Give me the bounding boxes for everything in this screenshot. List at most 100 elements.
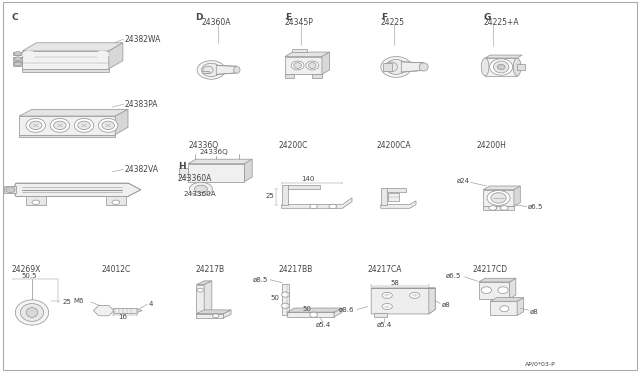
Ellipse shape xyxy=(202,63,221,77)
Polygon shape xyxy=(517,64,525,70)
Text: 24225: 24225 xyxy=(381,18,404,27)
Text: ø8.6: ø8.6 xyxy=(339,307,355,313)
Polygon shape xyxy=(282,185,288,205)
Text: 16: 16 xyxy=(118,314,127,320)
Text: 24382VA: 24382VA xyxy=(125,165,159,174)
Polygon shape xyxy=(479,282,509,299)
Text: C: C xyxy=(12,13,18,22)
Polygon shape xyxy=(334,308,342,317)
Ellipse shape xyxy=(329,204,337,209)
Polygon shape xyxy=(282,198,352,208)
Ellipse shape xyxy=(310,204,317,209)
Text: E: E xyxy=(285,13,291,22)
Polygon shape xyxy=(287,312,334,317)
Text: 58: 58 xyxy=(390,280,399,286)
Text: M6: M6 xyxy=(73,298,83,304)
Polygon shape xyxy=(381,201,416,208)
Ellipse shape xyxy=(96,51,109,58)
Polygon shape xyxy=(509,278,516,299)
Ellipse shape xyxy=(308,62,316,68)
Text: ø8: ø8 xyxy=(442,302,451,308)
Polygon shape xyxy=(287,308,342,312)
Ellipse shape xyxy=(26,308,38,317)
Polygon shape xyxy=(288,185,320,189)
Ellipse shape xyxy=(282,303,289,308)
Ellipse shape xyxy=(14,52,22,55)
Polygon shape xyxy=(196,314,223,318)
Text: 24200C: 24200C xyxy=(278,141,308,150)
Text: G: G xyxy=(483,13,491,22)
Polygon shape xyxy=(479,278,516,282)
Ellipse shape xyxy=(22,51,35,58)
Polygon shape xyxy=(483,186,520,190)
Text: 140: 140 xyxy=(301,176,314,182)
Ellipse shape xyxy=(382,292,392,298)
Text: 50: 50 xyxy=(303,306,312,312)
Polygon shape xyxy=(401,62,424,72)
Ellipse shape xyxy=(50,118,70,132)
Polygon shape xyxy=(429,288,435,314)
Polygon shape xyxy=(223,310,231,318)
Polygon shape xyxy=(179,168,188,177)
Text: 24200CA: 24200CA xyxy=(376,141,411,150)
Ellipse shape xyxy=(513,58,521,76)
Polygon shape xyxy=(26,196,46,205)
Text: H: H xyxy=(178,162,186,171)
Text: ø8: ø8 xyxy=(530,309,539,315)
Ellipse shape xyxy=(487,190,510,205)
Polygon shape xyxy=(113,308,137,313)
Text: 25: 25 xyxy=(266,193,275,199)
Text: D: D xyxy=(195,13,203,22)
Text: 243360A: 243360A xyxy=(178,174,212,183)
Polygon shape xyxy=(13,52,22,55)
Polygon shape xyxy=(381,188,387,205)
Ellipse shape xyxy=(497,64,505,70)
Polygon shape xyxy=(483,206,514,210)
Polygon shape xyxy=(188,164,244,182)
Text: 24336Q: 24336Q xyxy=(200,149,228,155)
Text: 24360A: 24360A xyxy=(202,18,231,27)
Polygon shape xyxy=(371,288,435,314)
Text: 24200H: 24200H xyxy=(477,141,507,150)
Text: ø6.5: ø6.5 xyxy=(528,204,543,210)
Ellipse shape xyxy=(197,61,225,79)
Text: 50.5: 50.5 xyxy=(22,273,37,279)
Text: ø6.5: ø6.5 xyxy=(445,273,461,279)
Polygon shape xyxy=(93,305,114,316)
Polygon shape xyxy=(137,309,142,312)
Polygon shape xyxy=(483,190,514,206)
Ellipse shape xyxy=(410,292,420,298)
Polygon shape xyxy=(374,313,387,317)
Ellipse shape xyxy=(20,304,44,321)
Ellipse shape xyxy=(29,121,42,129)
Polygon shape xyxy=(4,186,16,193)
Polygon shape xyxy=(322,52,330,74)
Text: 24383PA: 24383PA xyxy=(125,100,158,109)
Ellipse shape xyxy=(14,57,22,61)
Ellipse shape xyxy=(481,287,492,294)
Text: 25: 25 xyxy=(62,299,71,305)
Text: ø8.5: ø8.5 xyxy=(253,277,268,283)
Ellipse shape xyxy=(419,63,428,71)
Ellipse shape xyxy=(481,58,489,76)
Polygon shape xyxy=(312,74,322,78)
Polygon shape xyxy=(244,159,252,182)
Text: 24269X: 24269X xyxy=(12,265,41,274)
Polygon shape xyxy=(490,301,517,315)
Polygon shape xyxy=(387,188,406,192)
Ellipse shape xyxy=(26,118,45,132)
Text: 4: 4 xyxy=(148,301,153,307)
Ellipse shape xyxy=(197,288,204,292)
Polygon shape xyxy=(485,55,522,58)
Ellipse shape xyxy=(498,287,508,294)
Polygon shape xyxy=(514,186,520,206)
Polygon shape xyxy=(292,49,307,52)
Ellipse shape xyxy=(490,59,513,75)
Polygon shape xyxy=(196,310,231,314)
Polygon shape xyxy=(388,193,399,201)
Ellipse shape xyxy=(294,62,301,68)
Text: ø5.4: ø5.4 xyxy=(376,321,392,327)
Polygon shape xyxy=(204,281,212,314)
Ellipse shape xyxy=(386,60,406,74)
Text: 24217CA: 24217CA xyxy=(368,265,403,274)
